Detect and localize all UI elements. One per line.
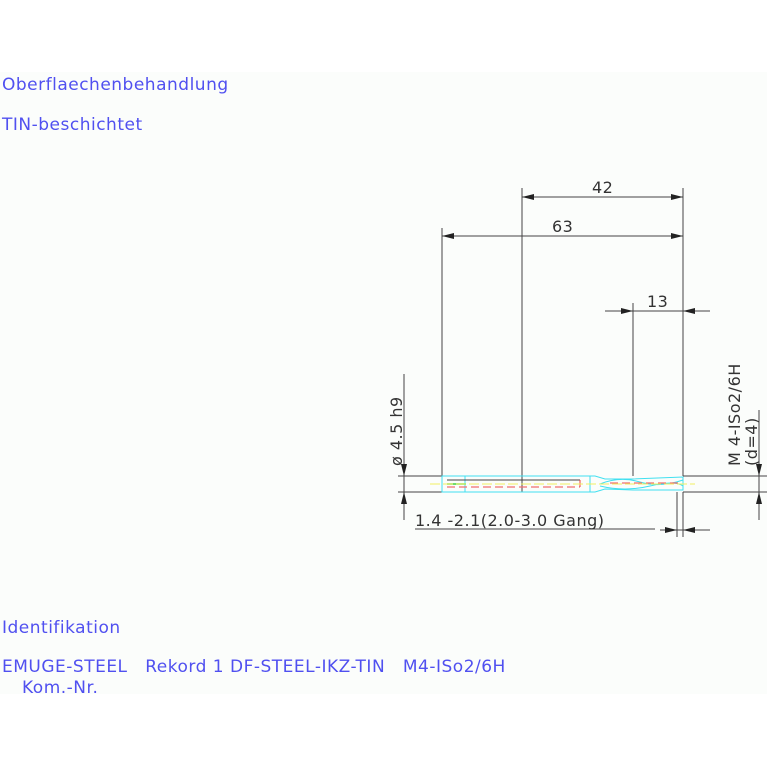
dimension-42: 42 — [522, 178, 683, 200]
kom-nr-label: Kom.-Nr. — [22, 678, 98, 698]
id-value: EMUGE-STEEL Rekord 1 DF-STEEL-IKZ-TIN M4… — [2, 657, 506, 677]
dimension-chamfer: 1.4 -2.1(2.0-3.0 Gang) — [415, 492, 710, 537]
thread-label: M 4-ISo2/6H — [725, 363, 744, 466]
dimension-shank-diameter: ø 4.5 h9 — [387, 374, 442, 520]
surface-value: TIN-beschichtet — [1, 115, 143, 135]
id-heading: Identifikation — [2, 618, 121, 638]
surface-heading: Oberflaechenbehandlung — [2, 75, 229, 95]
dimension-thread: M 4-ISo2/6H (d=4) — [683, 363, 767, 520]
drawing-sheet — [0, 72, 767, 694]
thread-d-label: (d=4) — [742, 417, 761, 466]
chamfer-label: 1.4 -2.1(2.0-3.0 Gang) — [415, 511, 604, 530]
tap-tool-body — [430, 475, 695, 493]
dimension-63: 63 — [442, 217, 683, 239]
dim-13-label: 13 — [647, 292, 668, 311]
dim-63-label: 63 — [552, 217, 573, 236]
dim-42-label: 42 — [592, 178, 613, 197]
dimension-13: 13 — [605, 292, 710, 314]
shank-diameter-label: ø 4.5 h9 — [387, 396, 406, 466]
